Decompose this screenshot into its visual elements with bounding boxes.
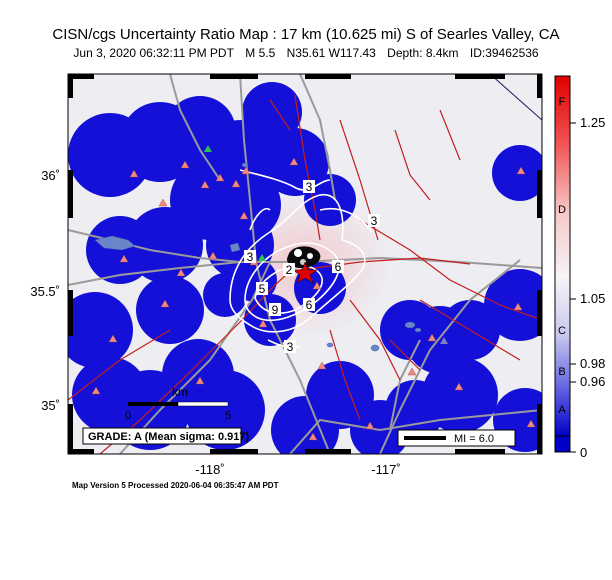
contour-label: 6 — [306, 298, 313, 312]
contour-label: 2 — [286, 263, 293, 277]
colorbar-tick-098: 0.98 — [580, 356, 605, 371]
colorbar-letter-b: B — [558, 366, 565, 378]
epicenter-star-icon — [292, 261, 318, 284]
stations — [91, 157, 536, 441]
colorbar-tick-096: 0.96 — [580, 374, 605, 389]
lon-label-118: -118˚ — [195, 462, 224, 477]
scale-tick-0: 0 — [125, 410, 131, 422]
contour-label: 3 — [306, 180, 313, 194]
colorbar-letter-a: A — [558, 404, 566, 416]
axis-labels: 36˚ 35.5˚ 35˚ -118˚ -117˚ — [30, 168, 400, 477]
event-location: N35.61 W117.43 — [286, 46, 376, 60]
lat-label-36: 36˚ — [41, 168, 60, 183]
contour-label: 9 — [272, 303, 279, 317]
processing-note: Map Version 5 Processed 2020-06-04 06:35… — [72, 481, 279, 490]
event-date: Jun 3, 2020 06:32:11 PM PDT — [73, 46, 234, 60]
map-title: CISN/cgs Uncertainty Ratio Map : 17 km (… — [52, 26, 560, 43]
lat-label-35: 35˚ — [41, 398, 60, 413]
scale-label: km — [172, 385, 188, 399]
colorbar-letter-d: D — [558, 204, 566, 216]
contour-label: 3 — [287, 340, 294, 354]
contour-label: 5 — [259, 282, 266, 296]
lakes — [94, 162, 422, 352]
colorbar-letter-c: C — [558, 325, 566, 337]
colorbar-tick-0: 0 — [580, 445, 587, 460]
colorbar-tick-105: 1.05 — [580, 291, 605, 306]
contour-label: 6 — [335, 260, 342, 274]
grade-label: GRADE: A (Mean sigma: 0.917) — [88, 431, 250, 443]
lat-label-35-5: 35.5˚ — [30, 284, 60, 299]
colorbar-letter-f: F — [559, 96, 566, 108]
event-info: Jun 3, 2020 06:32:11 PM PDT M 5.5 N35.61… — [0, 46, 612, 60]
colorbar-tick-125: 1.25 — [580, 115, 605, 130]
grade-box: GRADE: A (Mean sigma: 0.917) — [82, 427, 250, 445]
event-magnitude: M 5.5 — [245, 46, 276, 60]
special-stations — [204, 145, 448, 344]
event-depth: Depth: 8.4km — [387, 46, 459, 60]
contour-label: 3 — [371, 214, 378, 228]
colorbar: F D C B A 1.25 1.05 0.98 0.96 0 — [554, 75, 605, 460]
contour-labels: 3 3 6 6 2 9 5 3 3 — [244, 180, 380, 354]
scale-tick-5: 5 — [225, 410, 231, 422]
lon-label-117: -117˚ — [371, 462, 400, 477]
map-frame — [67, 73, 543, 455]
mi-box: MI = 6.0 — [397, 429, 516, 447]
scale-bar: km 0 5 — [125, 385, 231, 422]
mi-label: MI = 6.0 — [454, 433, 494, 445]
contour-label: 3 — [247, 250, 254, 264]
event-id: ID:39462536 — [469, 46, 539, 60]
boundary-line — [489, 74, 542, 121]
